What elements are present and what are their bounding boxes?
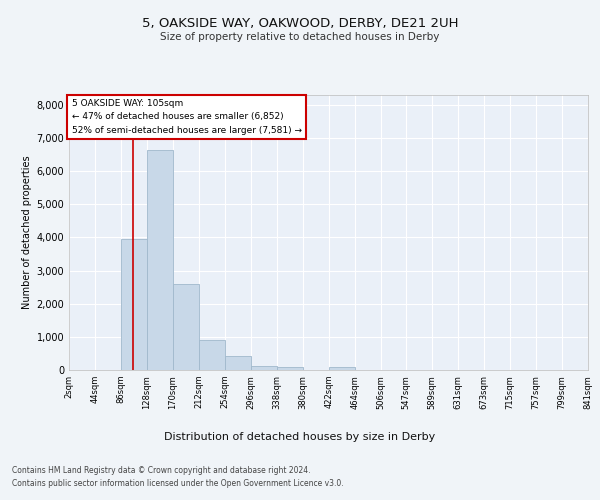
Bar — [329, 366, 355, 370]
Text: Contains public sector information licensed under the Open Government Licence v3: Contains public sector information licen… — [12, 479, 344, 488]
Text: 5 OAKSIDE WAY: 105sqm
← 47% of detached houses are smaller (6,852)
52% of semi-d: 5 OAKSIDE WAY: 105sqm ← 47% of detached … — [71, 99, 302, 134]
Bar — [251, 366, 277, 370]
Text: 5, OAKSIDE WAY, OAKWOOD, DERBY, DE21 2UH: 5, OAKSIDE WAY, OAKWOOD, DERBY, DE21 2UH — [142, 18, 458, 30]
Text: Contains HM Land Registry data © Crown copyright and database right 2024.: Contains HM Land Registry data © Crown c… — [12, 466, 311, 475]
Bar — [121, 239, 147, 370]
Bar — [225, 356, 251, 370]
Bar — [199, 340, 225, 370]
Bar — [277, 366, 303, 370]
Y-axis label: Number of detached properties: Number of detached properties — [22, 156, 32, 310]
Text: Size of property relative to detached houses in Derby: Size of property relative to detached ho… — [160, 32, 440, 42]
Bar — [147, 150, 173, 370]
Bar — [173, 284, 199, 370]
Text: Distribution of detached houses by size in Derby: Distribution of detached houses by size … — [164, 432, 436, 442]
